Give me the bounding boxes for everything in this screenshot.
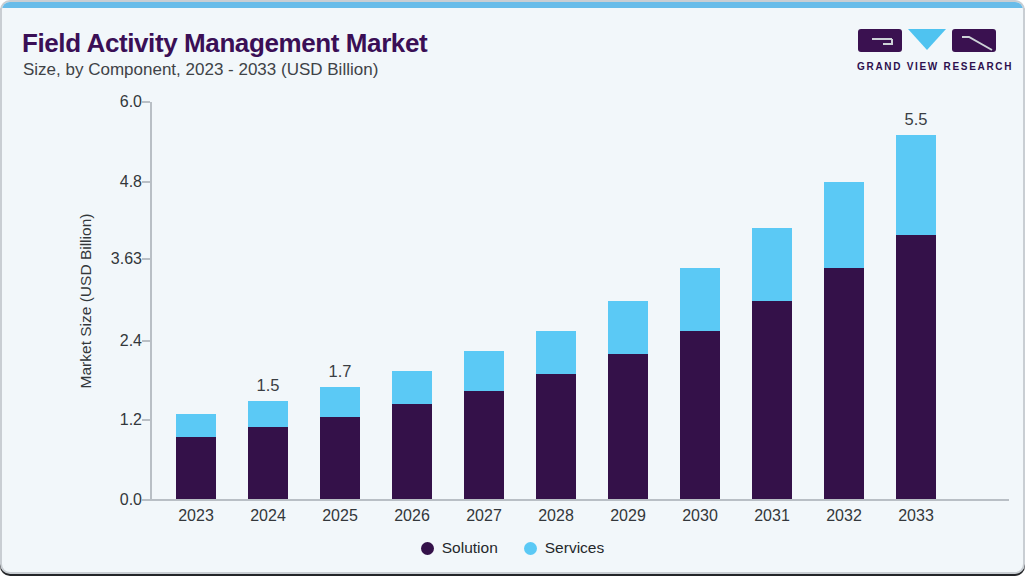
legend-label-services: Services [545,539,604,557]
bar-2024-services [248,401,288,428]
bar-2031-services [752,228,792,301]
y-tick-mark [142,181,150,183]
bar-2030-solution [680,331,720,500]
y-tick-mark [142,101,150,103]
bar-2026-solution [392,404,432,500]
x-tick-label-2024: 2024 [232,507,304,525]
plot-area: 6.04.83.632.41.20.020231.520241.72025202… [150,102,1009,500]
x-tick-label-2028: 2028 [520,507,592,525]
x-tick-label-2029: 2029 [592,507,664,525]
legend-item-services: Services [524,539,604,557]
bar-value-label-2033: 5.5 [884,110,948,129]
gvr-logo-icon [858,28,996,54]
bar-2033-solution [896,235,936,500]
bar-2027-services [464,351,504,391]
bar-2033-services [896,135,936,235]
gvr-logo-v-triangle-icon [908,29,946,50]
y-tick-mark [142,340,150,342]
gvr-logo-g-block-icon [858,29,902,52]
y-tick-label-3.63: 3.63 [111,250,142,268]
bar-2030-services [680,268,720,331]
bar-2031-solution [752,301,792,500]
y-tick-label-0.0: 0.0 [120,491,142,509]
bar-2028-solution [536,374,576,500]
bar-2025-services [320,387,360,417]
legend-label-solution: Solution [442,539,498,557]
x-tick-label-2026: 2026 [376,507,448,525]
x-tick-label-2030: 2030 [664,507,736,525]
x-tick-label-2033: 2033 [880,507,952,525]
brand-logo: GRAND VIEW RESEARCH [857,28,997,72]
bar-2027-solution [464,391,504,500]
y-tick-label-4.8: 4.8 [120,173,142,191]
bar-2023-solution [176,437,216,500]
top-accent-bar [2,2,1023,8]
legend-dot-solution-icon [421,542,434,555]
y-tick-mark [142,419,150,421]
legend-item-solution: Solution [421,539,498,557]
chart-subtitle: Size, by Component, 2023 - 2033 (USD Bil… [23,60,378,80]
y-tick-mark [142,258,150,260]
bar-2029-solution [608,354,648,500]
x-tick-label-2032: 2032 [808,507,880,525]
x-tick-label-2031: 2031 [736,507,808,525]
y-tick-label-6.0: 6.0 [120,93,142,111]
bar-value-label-2025: 1.7 [308,362,372,381]
x-axis-line [142,499,1009,501]
bar-2024-solution [248,427,288,500]
x-tick-label-2027: 2027 [448,507,520,525]
bar-2029-services [608,301,648,354]
bar-2025-solution [320,417,360,500]
bar-2032-services [824,182,864,268]
legend: Solution Services [2,539,1023,557]
y-axis-title: Market Size (USD Billion) [77,214,95,389]
page-title: Field Activity Management Market [22,28,427,59]
brand-name: GRAND VIEW RESEARCH [857,61,997,72]
bar-2023-services [176,414,216,437]
legend-dot-services-icon [524,542,537,555]
y-tick-label-2.4: 2.4 [120,332,142,350]
y-tick-label-1.2: 1.2 [120,411,142,429]
bar-2032-solution [824,268,864,500]
bar-2028-services [536,331,576,374]
x-tick-label-2025: 2025 [304,507,376,525]
bar-2026-services [392,371,432,404]
bar-value-label-2024: 1.5 [236,376,300,395]
x-tick-label-2023: 2023 [160,507,232,525]
chart-card: Field Activity Management Market Size, b… [0,0,1025,574]
